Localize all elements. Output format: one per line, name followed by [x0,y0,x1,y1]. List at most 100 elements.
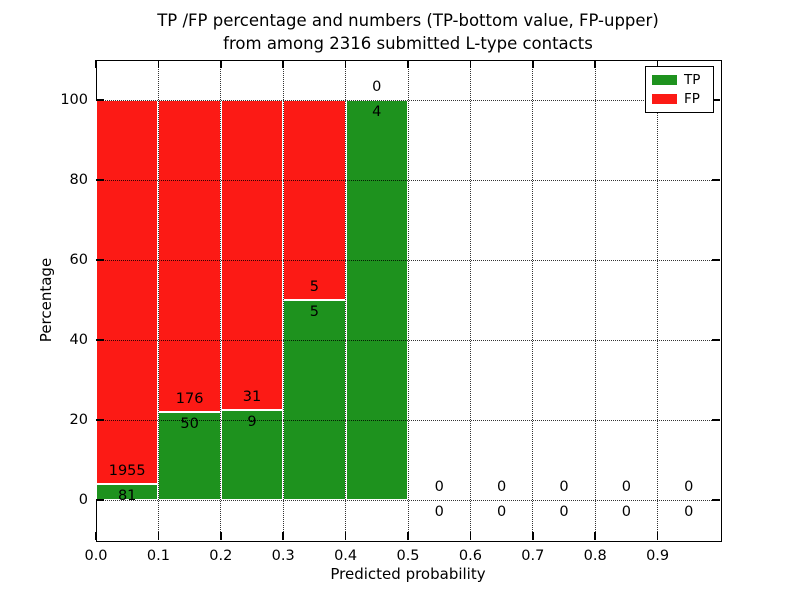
x-gridline [345,60,347,540]
y-gridline [96,99,720,101]
tp-count-label: 0 [684,504,694,520]
x-tick-label: 0.1 [146,548,170,564]
legend: TP FP [645,66,714,113]
fp-count-label: 0 [684,479,694,495]
tp-bar-segment [345,100,408,500]
y-tick-label: 40 [69,332,88,348]
fp-count-label: 0 [434,479,444,495]
fp-count-label: 5 [309,279,319,295]
x-tick-mark [95,532,97,540]
x-gridline [469,60,471,540]
y-gridline [96,499,720,501]
x-tick-mark-top [157,60,160,68]
tp-bar-segment [220,410,284,500]
chart-title: TP /FP percentage and numbers (TP-bottom… [96,9,720,55]
fp-count-label: 0 [621,479,631,495]
tp-count-label: 81 [117,488,137,505]
fp-count-label: 176 [175,390,204,407]
tp-count-label: 9 [247,414,257,430]
y-tick-label: 60 [69,252,88,268]
y-axis-label: Percentage [37,257,55,343]
x-tick-mark-top [594,60,596,68]
fp-legend-label: FP [684,90,700,107]
legend-item-tp: TP [652,73,707,87]
fp-bar-segment [283,100,346,300]
y-gridline [96,259,720,261]
x-tick-mark [157,532,160,540]
x-gridline [282,60,284,540]
x-tick-label: 0.5 [396,548,420,564]
x-tick-mark [407,532,409,540]
chart-title-line1: TP /FP percentage and numbers (TP-bottom… [157,11,659,30]
tp-count-label: 0 [559,504,569,520]
y-tick-mark [96,259,104,261]
x-tick-mark [220,532,222,540]
x-gridline [407,60,409,540]
y-gridline [96,339,720,341]
legend-item-fp: FP [652,92,707,106]
x-tick-label: 0.2 [209,548,233,564]
x-tick-mark-top [407,60,409,68]
x-tick-label: 0.8 [583,548,607,564]
y-tick-mark-right [712,419,720,421]
tp-bar-segment [96,484,159,500]
x-tick-label: 0.0 [84,548,108,564]
y-tick-mark [96,99,104,101]
y-tick-label: 20 [69,412,88,428]
tp-count-label: 0 [621,504,631,520]
y-tick-mark [96,339,104,341]
x-gridline [657,60,659,540]
tp-legend-label: TP [684,72,701,89]
y-tick-mark [96,499,104,501]
x-tick-mark-top [220,60,222,68]
fp-count-label: 1955 [108,463,146,480]
fp-count-label: 0 [496,479,507,495]
tp-count-label: 5 [309,304,319,320]
x-tick-mark [656,532,659,540]
y-gridline [96,179,720,181]
fp-count-label: 31 [242,389,262,405]
x-tick-label: 0.9 [646,548,670,564]
x-tick-mark [532,532,534,540]
x-tick-mark-top [95,60,97,68]
y-tick-label: 0 [78,492,88,508]
y-tick-mark-right [712,499,720,501]
x-gridline [220,60,222,540]
chart-title-line2: from among 2316 submitted L-type contact… [223,34,593,53]
y-tick-mark-right [712,179,720,181]
y-gridline [96,419,720,421]
y-tick-mark-right [712,339,720,341]
x-tick-mark-top [469,60,472,68]
x-axis-label: Predicted probability [330,565,486,583]
fp-count-label: 0 [372,79,382,95]
x-tick-mark-top [344,60,347,68]
fp-legend-swatch [652,93,677,104]
tp-count-label: 0 [496,504,507,520]
fp-bar-segment [220,100,284,410]
x-tick-mark [469,532,472,540]
fp-count-label: 0 [559,479,569,495]
y-tick-mark [96,419,104,421]
tp-bar-segment [283,300,346,500]
x-tick-mark [282,532,284,540]
x-tick-mark-top [282,60,284,68]
y-tick-label: 80 [69,172,88,188]
tp-count-label: 4 [372,104,382,120]
y-tick-mark [96,179,104,181]
x-tick-mark [344,532,347,540]
x-gridline [532,60,534,540]
x-gridline [157,60,159,540]
y-tick-mark-right [712,99,720,101]
fp-bar-segment [96,100,159,485]
tp-count-label: 50 [180,415,199,432]
x-tick-mark [594,532,596,540]
x-tick-label: 0.7 [521,548,545,564]
x-tick-label: 0.6 [458,548,482,564]
x-gridline [594,60,596,540]
y-tick-mark-right [712,259,720,261]
x-tick-label: 0.4 [334,548,358,564]
x-tick-label: 0.3 [271,548,295,564]
fp-bar-segment [158,100,221,412]
tp-count-label: 0 [434,504,444,520]
